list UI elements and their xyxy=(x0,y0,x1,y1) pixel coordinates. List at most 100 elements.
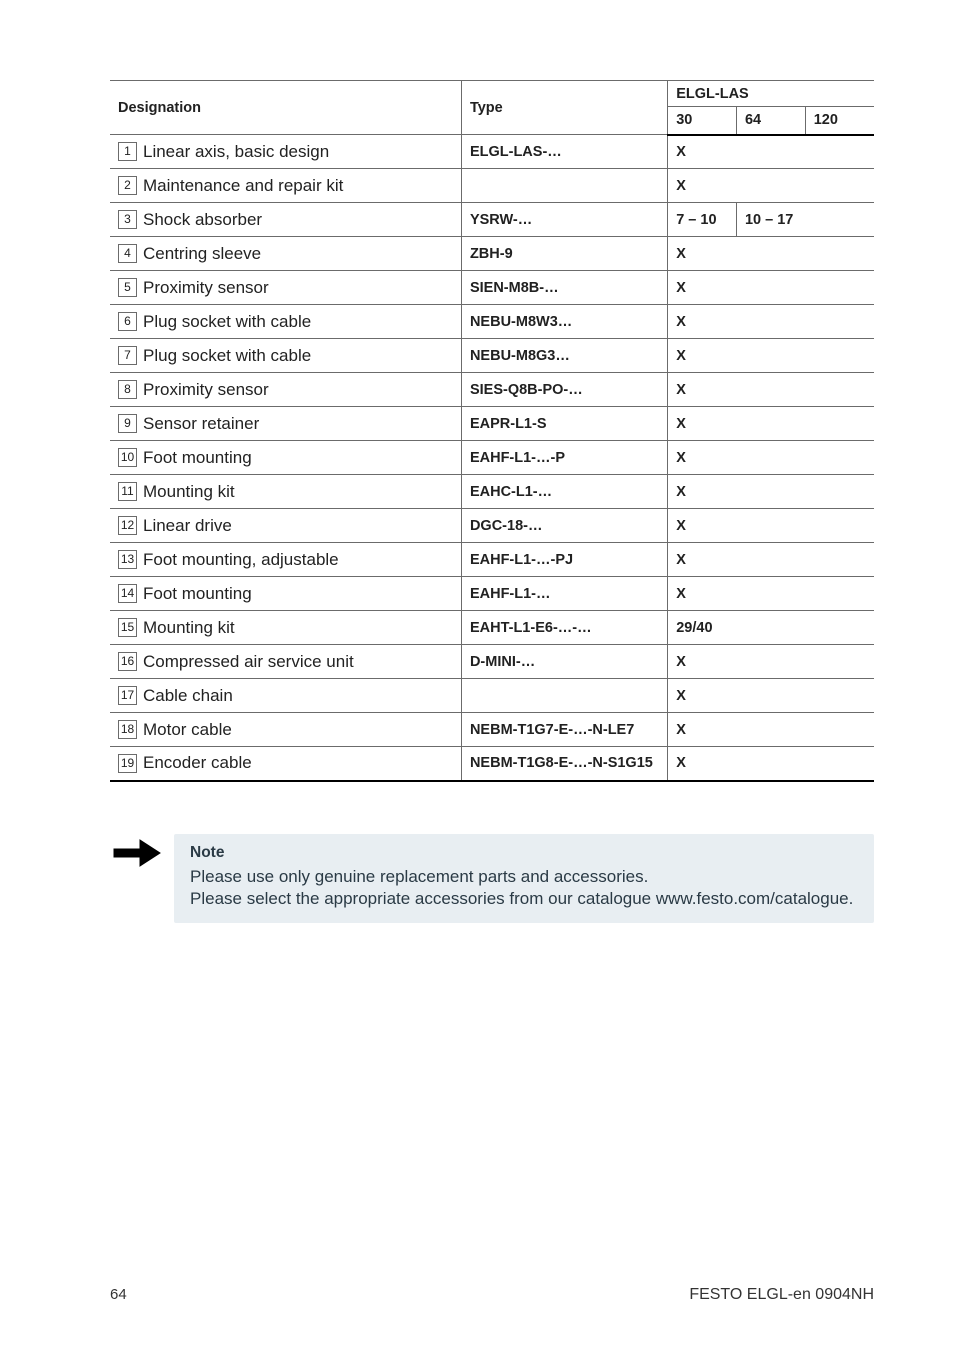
table-row: 15 Mounting kit EAHT-L1-E6-…-…29/40 xyxy=(110,611,874,645)
designation-cell: 11 Mounting kit xyxy=(110,475,461,509)
table-row: 8 Proximity sensor SIES-Q8B-PO-…X xyxy=(110,373,874,407)
page-footer: 64 FESTO ELGL-en 0904NH xyxy=(110,1286,874,1304)
type-cell: NEBU-M8W3… xyxy=(461,305,667,339)
value-cell: 29/40 xyxy=(668,611,874,645)
table-row: 7Plug socket with cableNEBU-M8G3…X xyxy=(110,339,874,373)
designation-cell: 5 Proximity sensor xyxy=(110,271,461,305)
designation-text: Proximity sensor xyxy=(143,278,269,297)
row-index-box: 17 xyxy=(118,686,137,705)
note-box: Note Please use only genuine replacement… xyxy=(110,834,874,924)
designation-cell: 19 Encoder cable xyxy=(110,747,461,781)
type-cell: EAPR-L1-S xyxy=(461,407,667,441)
type-cell: EAHC-L1-… xyxy=(461,475,667,509)
table-row: 11 Mounting kit EAHC-L1-…X xyxy=(110,475,874,509)
value-cell: X xyxy=(668,169,874,203)
table-row: 10Foot mountingEAHF-L1-…-PX xyxy=(110,441,874,475)
designation-cell: 6Plug socket with cable xyxy=(110,305,461,339)
designation-cell: 17 Cable chain xyxy=(110,679,461,713)
row-index-box: 12 xyxy=(118,516,137,535)
designation-text: Mounting kit xyxy=(143,618,235,637)
row-index-box: 10 xyxy=(118,448,137,467)
designation-text: Linear drive xyxy=(143,516,232,535)
row-index-box: 8 xyxy=(118,380,137,399)
th-group: ELGL-LAS xyxy=(668,81,874,107)
type-cell: ELGL-LAS-… xyxy=(461,135,667,169)
designation-cell: 3 Shock absorber xyxy=(110,203,461,237)
row-index-box: 13 xyxy=(118,550,137,569)
table-row: 1 Linear axis, basic design ELGL-LAS-…X xyxy=(110,135,874,169)
value-cell: X xyxy=(668,713,874,747)
designation-cell: 13 Foot mounting, adjustable xyxy=(110,543,461,577)
table-row: 3Shock absorberYSRW-…7 – 1010 – 17 xyxy=(110,203,874,237)
type-cell: EAHF-L1-…-P xyxy=(461,441,667,475)
note-p1: Please use only genuine replacement part… xyxy=(190,866,858,889)
designation-cell: 16Compressed air service unit xyxy=(110,645,461,679)
value-cell: X xyxy=(668,407,874,441)
table-row: 2Maintenance and repair kit X xyxy=(110,169,874,203)
designation-cell: 10Foot mounting xyxy=(110,441,461,475)
th-120: 120 xyxy=(805,107,874,135)
th-type: Type xyxy=(461,81,667,135)
row-index-box: 2 xyxy=(118,176,137,195)
designation-text: Plug socket with cable xyxy=(143,346,311,365)
designation-text: Proximity sensor xyxy=(143,380,269,399)
table-row: 16Compressed air service unitD-MINI-…X xyxy=(110,645,874,679)
designation-text: Sensor retainer xyxy=(143,414,259,433)
value-cell: X xyxy=(668,373,874,407)
designation-cell: 9Sensor retainer xyxy=(110,407,461,441)
th-designation: Designation xyxy=(110,81,461,135)
note-body: Note Please use only genuine replacement… xyxy=(174,834,874,924)
type-cell: NEBU-M8G3… xyxy=(461,339,667,373)
table-body: 1Linear axis, basic designELGL-LAS-…X2Ma… xyxy=(110,135,874,781)
type-cell: NEBM-T1G8-E-…-N-S1G15 xyxy=(461,747,667,781)
value-cell: X xyxy=(668,645,874,679)
table-row: 12Linear driveDGC-18-…X xyxy=(110,509,874,543)
designation-text: Cable chain xyxy=(143,686,233,705)
value-cell: X xyxy=(668,305,874,339)
designation-text: Mounting kit xyxy=(143,482,235,501)
type-cell: ZBH-9 xyxy=(461,237,667,271)
designation-cell: 12 Linear drive xyxy=(110,509,461,543)
value-cell: X xyxy=(668,475,874,509)
designation-text: Encoder cable xyxy=(143,753,252,772)
type-cell: NEBM-T1G7-E-…-N-LE7 xyxy=(461,713,667,747)
type-cell xyxy=(461,169,667,203)
row-index-box: 18 xyxy=(118,720,137,739)
table-row: 13Foot mounting, adjustableEAHF-L1-…-PJX xyxy=(110,543,874,577)
value-cell: X xyxy=(668,339,874,373)
page-number: 64 xyxy=(110,1286,127,1304)
row-index-box: 16 xyxy=(118,652,137,671)
table-row: 17Cable chainX xyxy=(110,679,874,713)
row-index-box: 11 xyxy=(118,482,137,501)
row-index-box: 15 xyxy=(118,618,137,637)
type-cell: SIEN-M8B-… xyxy=(461,271,667,305)
value-cell: X xyxy=(668,747,874,781)
table-row: 14Foot mountingEAHF-L1-…X xyxy=(110,577,874,611)
row-index-box: 3 xyxy=(118,210,137,229)
designation-text: Motor cable xyxy=(143,720,232,739)
type-cell: SIES-Q8B-PO-… xyxy=(461,373,667,407)
type-cell: EAHT-L1-E6-…-… xyxy=(461,611,667,645)
type-cell xyxy=(461,679,667,713)
type-cell: EAHF-L1-…-PJ xyxy=(461,543,667,577)
th-64: 64 xyxy=(736,107,805,135)
designation-cell: 2Maintenance and repair kit xyxy=(110,169,461,203)
designation-text: Centring sleeve xyxy=(143,244,261,263)
designation-text: Shock absorber xyxy=(143,210,262,229)
row-index-box: 14 xyxy=(118,584,137,603)
type-cell: EAHF-L1-… xyxy=(461,577,667,611)
value-cell: X xyxy=(668,237,874,271)
row-index-box: 19 xyxy=(118,754,137,773)
designation-cell: 18 Motor cable xyxy=(110,713,461,747)
row-index-box: 5 xyxy=(118,278,137,297)
designation-text: Foot mounting, adjustable xyxy=(143,550,339,569)
row-index-box: 1 xyxy=(118,142,137,161)
value-cell: X xyxy=(668,135,874,169)
table-row: 4Centring sleeveZBH-9X xyxy=(110,237,874,271)
table-row: 19 Encoder cable NEBM-T1G8-E-…-N-S1G15X xyxy=(110,747,874,781)
designation-text: Linear axis, basic design xyxy=(143,142,329,161)
designation-cell: 4Centring sleeve xyxy=(110,237,461,271)
table-row: 9Sensor retainerEAPR-L1-SX xyxy=(110,407,874,441)
table-row: 18 Motor cable NEBM-T1G7-E-…-N-LE7X xyxy=(110,713,874,747)
type-cell: D-MINI-… xyxy=(461,645,667,679)
